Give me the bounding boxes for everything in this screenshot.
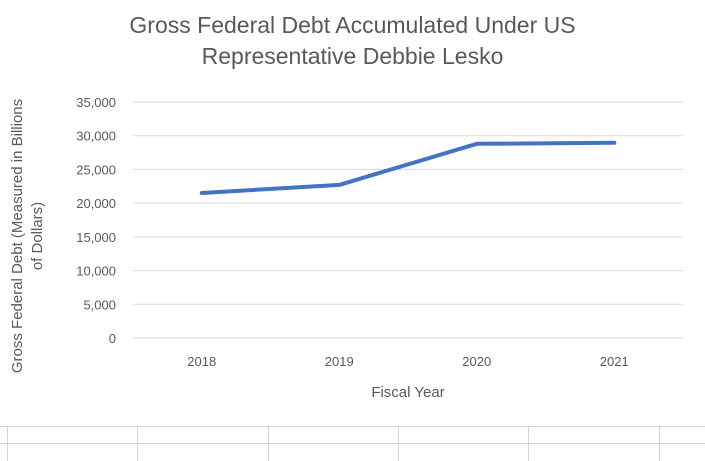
grid-col-line [268,426,269,461]
grid-col-line [137,426,138,461]
y-tick-label: 0 [109,331,116,346]
grid-col-line [398,426,399,461]
x-tick-label: 2020 [462,354,491,369]
spreadsheet-grid [0,410,705,461]
series-layer [199,140,617,195]
y-tick-label: 5,000 [83,297,116,312]
x-tick-label: 2019 [325,354,354,369]
chart-title-line-1: Gross Federal Debt Accumulated Under US [129,12,576,38]
grid-row-line [0,426,705,427]
gridlines [133,101,683,339]
y-tick-label: 10,000 [76,264,116,279]
y-tick-label: 15,000 [76,230,116,245]
x-axis-title: Fiscal Year [371,384,444,401]
x-axis-ticks: 2018 2019 2020 2021 [187,354,628,369]
grid-col-line [528,426,529,461]
y-axis-ticks: 0 5,000 10,000 15,000 20,000 25,000 30,000 35,0… [76,95,116,346]
line-chart: 0 5,000 10,000 15,000 20,000 25,000 30,000 35,0… [9,95,683,401]
y-tick-label: 25,000 [76,162,116,177]
grid-col-line [659,426,660,461]
series-line [199,140,617,195]
grid-row-line [0,443,705,444]
x-tick-label: 2021 [600,354,629,369]
chart-area: Gross Federal Debt Accumulated Under US … [0,10,705,401]
chart-title-line-2: Representative Debbie Lesko [201,43,504,69]
y-axis-title: Gross Federal Debt (Measured in Billions… [9,99,46,373]
grid-col-line [7,426,8,461]
y-tick-label: 35,000 [76,95,116,110]
y-axis-title-line-2: of Dollars) [29,202,46,270]
chart-title: Gross Federal Debt Accumulated Under US … [0,10,705,72]
y-tick-label: 30,000 [76,129,116,144]
y-tick-label: 20,000 [76,196,116,211]
y-axis-title-line-1: Gross Federal Debt (Measured in Billions [9,99,26,373]
x-tick-label: 2018 [187,354,216,369]
